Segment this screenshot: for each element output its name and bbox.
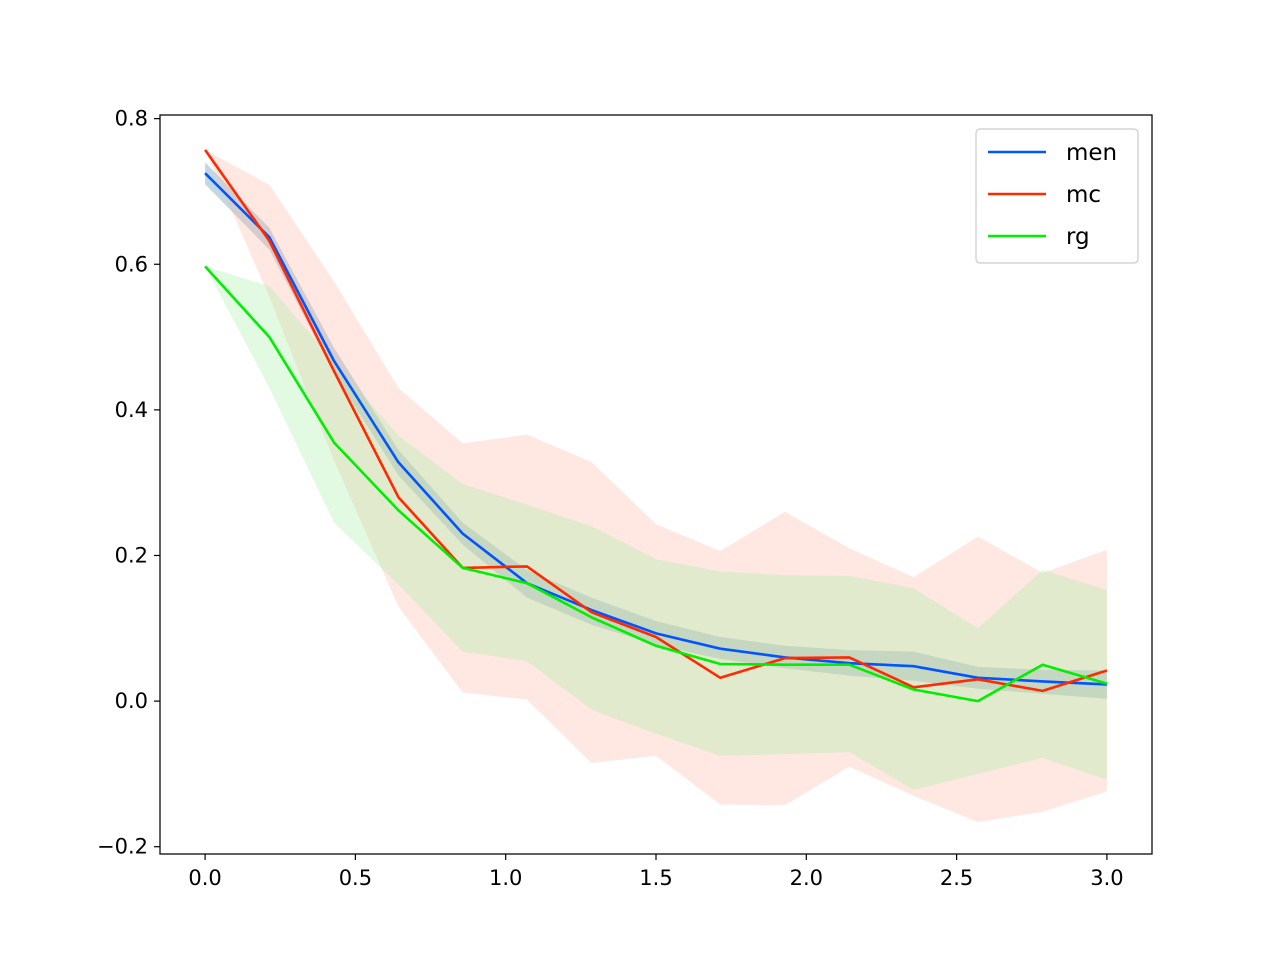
x-tick-label: 2.5 xyxy=(940,866,973,890)
line-rg xyxy=(204,265,1108,703)
legend: men mc rg xyxy=(975,128,1139,264)
y-axis: −0.2 0.0 0.2 0.4 0.6 0.8 xyxy=(97,107,160,859)
y-tick-label: 0.6 xyxy=(115,252,148,276)
band-rg xyxy=(205,266,1107,790)
y-tick-label: 0.8 xyxy=(115,107,148,131)
legend-label-mc: mc xyxy=(1066,182,1101,208)
legend-box xyxy=(975,128,1139,264)
confidence-bands xyxy=(205,149,1107,822)
legend-label-rg: rg xyxy=(1066,224,1090,250)
x-axis: 0.0 0.5 1.0 1.5 2.0 2.5 3.0 xyxy=(188,854,1124,890)
line-mc xyxy=(204,149,1108,693)
x-tick-label: 1.5 xyxy=(639,866,672,890)
band-men xyxy=(205,162,1107,699)
y-tick-label: 0.2 xyxy=(115,543,148,567)
x-tick-label: 0.0 xyxy=(188,866,221,890)
x-tick-label: 1.0 xyxy=(489,866,522,890)
y-tick-label: 0.0 xyxy=(115,689,148,713)
line-men xyxy=(204,172,1107,686)
band-mc xyxy=(205,149,1107,822)
legend-label-men: men xyxy=(1066,140,1117,166)
y-tick-label: −0.2 xyxy=(97,835,148,859)
x-tick-label: 3.0 xyxy=(1090,866,1123,890)
series-lines xyxy=(204,149,1108,703)
x-tick-label: 0.5 xyxy=(339,866,372,890)
y-tick-label: 0.4 xyxy=(115,398,148,422)
x-tick-label: 2.0 xyxy=(790,866,823,890)
